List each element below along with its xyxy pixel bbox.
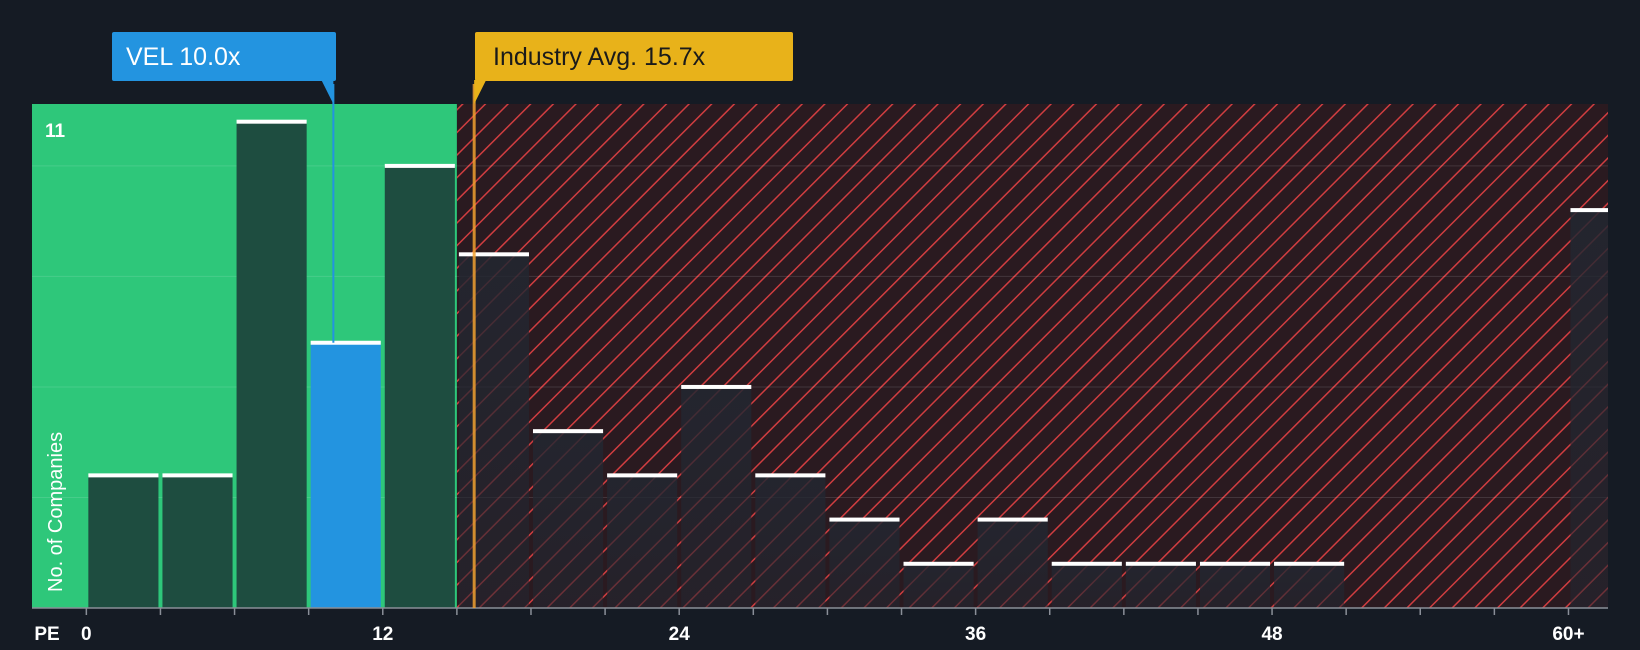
bar-cap xyxy=(1199,561,1271,566)
y-axis-max-label: 11 xyxy=(45,121,66,142)
bar-cap xyxy=(532,429,604,434)
x-axis-label: PE xyxy=(34,624,59,645)
histogram-bar xyxy=(384,165,455,609)
bar-cap xyxy=(903,561,974,566)
x-tick-label: 36 xyxy=(965,624,986,645)
company-callout-label: VEL 10.0x xyxy=(126,43,241,71)
x-tick-label: 0 xyxy=(81,624,92,645)
x-tick-label: 60+ xyxy=(1552,624,1584,645)
histogram-bar xyxy=(1125,563,1196,608)
histogram-bar xyxy=(903,563,974,608)
histogram-bar xyxy=(1570,210,1608,608)
highlighted-bar xyxy=(310,342,381,608)
company-callout-pointer xyxy=(321,80,334,104)
histogram-bar xyxy=(681,386,752,608)
histogram-bars xyxy=(88,119,1608,609)
bar-cap xyxy=(1274,561,1345,566)
bar-cap xyxy=(829,517,900,522)
x-tick-label: 12 xyxy=(372,624,393,645)
bar-cap xyxy=(88,473,159,478)
company-callout: VEL 10.0x xyxy=(112,32,336,104)
bar-cap xyxy=(1570,208,1608,213)
histogram-bar xyxy=(977,519,1048,608)
histogram-bar xyxy=(1199,563,1271,608)
industry-callout: Industry Avg. 15.7x xyxy=(474,32,793,104)
x-tick-label: 24 xyxy=(669,624,691,645)
bar-cap xyxy=(310,340,381,345)
histogram-bar xyxy=(755,475,826,608)
industry-callout-box xyxy=(475,32,793,81)
bar-cap xyxy=(236,119,307,124)
bar-cap xyxy=(1051,561,1122,566)
company-callout-box xyxy=(112,32,336,81)
histogram-bar xyxy=(829,519,900,608)
bar-cap xyxy=(755,473,826,478)
histogram-bar xyxy=(1274,563,1345,608)
industry-callout-pointer xyxy=(474,80,487,104)
bar-cap xyxy=(977,517,1048,522)
histogram-bar xyxy=(88,475,159,608)
bar-cap xyxy=(1125,561,1196,566)
histogram-bar xyxy=(236,121,307,609)
bar-cap xyxy=(458,252,529,257)
histogram-bar xyxy=(532,431,604,608)
bar-cap xyxy=(607,473,678,478)
industry-callout-label: Industry Avg. 15.7x xyxy=(493,43,706,71)
x-axis-ticks: 0 12 24 36 48 60+ xyxy=(81,608,1585,645)
x-tick-label: 48 xyxy=(1261,624,1282,645)
histogram-bar xyxy=(162,475,233,608)
histogram-bar xyxy=(607,475,678,608)
histogram-bar xyxy=(458,254,529,608)
bar-cap xyxy=(162,473,233,478)
bar-cap xyxy=(681,384,752,389)
histogram-bar xyxy=(1051,563,1122,608)
bar-cap xyxy=(384,163,455,168)
y-axis-label: No. of Companies xyxy=(45,432,67,592)
